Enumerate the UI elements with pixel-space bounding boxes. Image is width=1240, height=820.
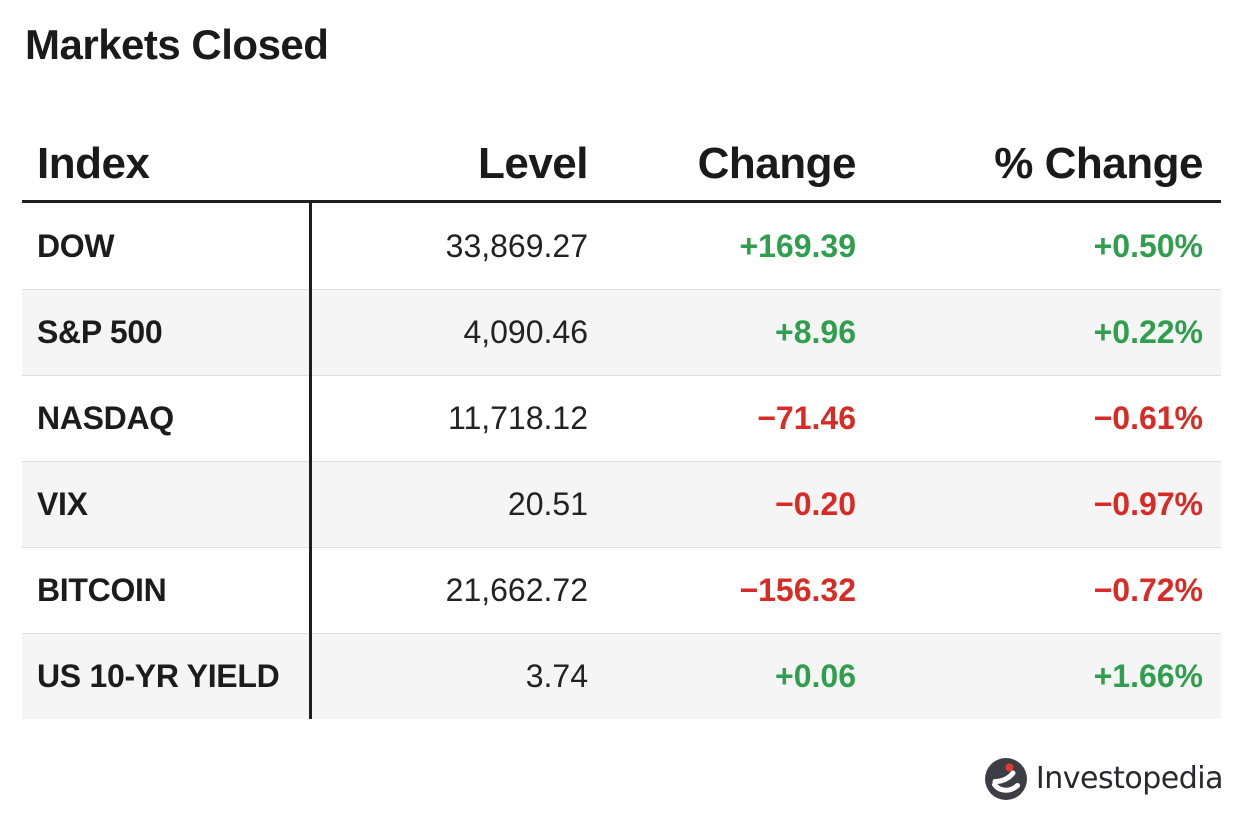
column-header-pct-change: % Change (994, 139, 1203, 188)
level-cell: 4,090.46 (463, 314, 588, 350)
table-row: VIX 20.51 −0.20 −0.97% (22, 461, 1221, 547)
index-cell: US 10-YR YIELD (37, 658, 280, 694)
column-divider-line (309, 203, 312, 719)
table-row: US 10-YR YIELD 3.74 +0.06 +1.66% (22, 633, 1221, 719)
index-cell: S&P 500 (37, 314, 163, 350)
change-cell: +169.39 (739, 227, 856, 264)
table-body: DOW 33,869.27 +169.39 +0.50% S&P 500 4,090.46… (22, 203, 1221, 719)
markets-table: Index Level Change % Change DOW 33,869.27… (22, 137, 1221, 719)
pct-change-cell: −0.72% (1093, 572, 1203, 608)
column-header-index: Index (37, 139, 150, 188)
level-cell: 21,662.72 (445, 572, 588, 608)
table-row: DOW 33,869.27 +169.39 +0.50% (22, 203, 1221, 289)
index-cell: NASDAQ (37, 400, 174, 436)
level-cell: 33,869.27 (445, 227, 588, 264)
column-header-level: Level (477, 139, 589, 188)
change-cell: −71.46 (757, 400, 856, 436)
change-cell: −0.20 (775, 486, 856, 522)
pct-change-cell: +0.22% (1093, 314, 1203, 350)
table-row: BITCOIN 21,662.72 −156.32 −0.72% (22, 547, 1221, 633)
pct-change-cell: −0.61% (1093, 400, 1203, 436)
level-cell: 11,718.12 (448, 400, 588, 436)
pct-change-cell: +1.66% (1093, 658, 1203, 694)
index-cell: DOW (37, 227, 115, 264)
change-cell: +0.06 (775, 658, 856, 694)
table-header-row: Index Level Change % Change (22, 137, 1221, 203)
brand-name: Investopedia (1035, 761, 1224, 796)
table-row: S&P 500 4,090.46 +8.96 +0.22% (22, 289, 1221, 375)
change-cell: −156.32 (739, 572, 856, 608)
investopedia-logo-icon (984, 758, 1027, 800)
table-row: NASDAQ 11,718.12 −71.46 −0.61% (22, 375, 1221, 461)
column-header-change: Change (697, 139, 857, 188)
brand-footer: Investopedia (984, 756, 1224, 802)
page-title: Markets Closed (25, 21, 329, 68)
pct-change-cell: +0.50% (1093, 227, 1203, 264)
change-cell: +8.96 (775, 314, 856, 350)
level-cell: 3.74 (525, 658, 588, 694)
pct-change-cell: −0.97% (1093, 486, 1203, 522)
level-cell: 20.51 (507, 486, 588, 522)
index-cell: BITCOIN (37, 572, 167, 608)
index-cell: VIX (37, 486, 88, 522)
